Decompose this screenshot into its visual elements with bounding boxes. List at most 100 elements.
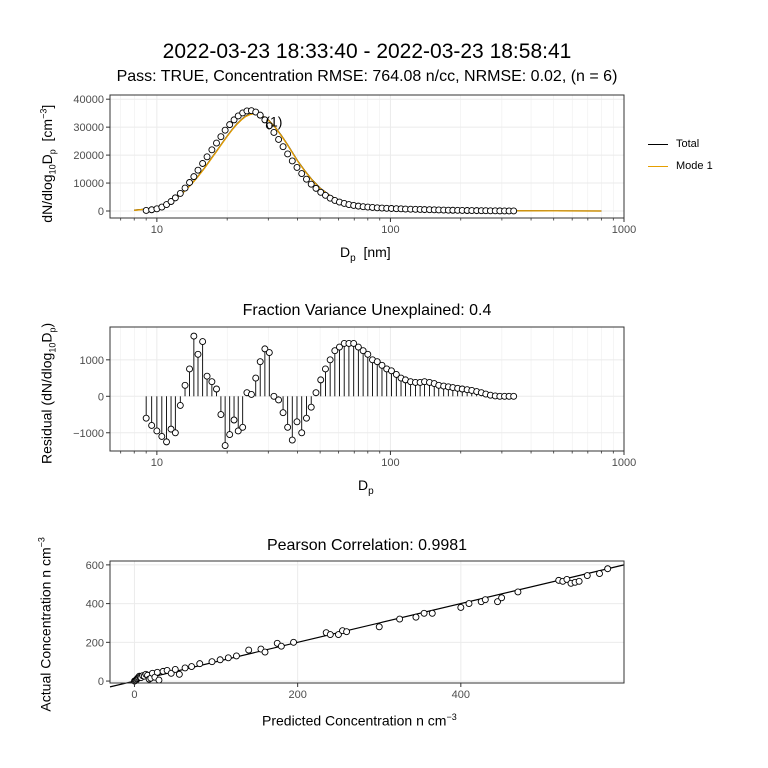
correlation-point bbox=[412, 613, 420, 621]
correlation-fit-line bbox=[109, 564, 625, 688]
measured-point bbox=[199, 160, 207, 167]
measured-point bbox=[279, 143, 287, 151]
correlation-x-tick-label: 0 bbox=[131, 689, 137, 701]
correlation-point bbox=[208, 658, 216, 666]
residual-point bbox=[387, 367, 395, 375]
residual-point bbox=[288, 436, 296, 444]
correlation-point bbox=[334, 631, 342, 639]
correlation-x-tick-label: 200 bbox=[288, 689, 306, 701]
correlation-y-tick-label: 600 bbox=[86, 560, 104, 572]
measured-point bbox=[261, 116, 269, 124]
measured-point bbox=[284, 150, 292, 158]
measured-point bbox=[230, 116, 238, 124]
correlation-panel: 0 200 400 0 200 400 600 bbox=[86, 560, 625, 701]
measured-point bbox=[194, 166, 202, 174]
residual-x-tick-label: 1000 bbox=[612, 457, 636, 469]
correlation-point bbox=[481, 596, 489, 604]
residual-point bbox=[312, 389, 320, 397]
measured-point bbox=[171, 194, 179, 202]
residual-point bbox=[378, 361, 386, 369]
measured-point bbox=[256, 111, 264, 119]
measured-point bbox=[265, 122, 273, 130]
mode-annotation: (1) bbox=[265, 114, 282, 130]
residual-point bbox=[148, 422, 156, 429]
residual-point bbox=[239, 423, 247, 431]
residual-point bbox=[279, 409, 287, 417]
correlation-point bbox=[261, 648, 269, 656]
correlation-point bbox=[245, 646, 253, 654]
residual-plot-background bbox=[110, 327, 624, 451]
residual-point bbox=[350, 339, 358, 347]
correlation-point bbox=[224, 654, 232, 662]
residual-point bbox=[247, 391, 255, 398]
correlation-point bbox=[181, 664, 189, 672]
correlation-point bbox=[494, 598, 501, 606]
correlation-point bbox=[233, 652, 240, 660]
measured-point bbox=[298, 170, 306, 178]
correlation-point bbox=[575, 577, 583, 585]
measured-point bbox=[270, 129, 278, 136]
residual-point bbox=[354, 343, 362, 351]
correlation-point bbox=[596, 570, 603, 578]
measured-point bbox=[293, 163, 301, 171]
residual-point bbox=[284, 423, 292, 431]
correlation-y-tick-label: 400 bbox=[86, 599, 104, 611]
correlation-point bbox=[171, 665, 179, 673]
correlation-point bbox=[290, 638, 298, 646]
size-dist-plot-background bbox=[110, 95, 624, 218]
correlation-point bbox=[428, 609, 436, 617]
size-dist-plot-border bbox=[109, 94, 625, 219]
measured-point bbox=[510, 207, 518, 215]
chart-subtitle: Pass: TRUE, Concentration RMSE: 764.08 n… bbox=[116, 68, 618, 85]
residual-point bbox=[167, 425, 175, 433]
residual-point bbox=[326, 356, 334, 364]
measured-point bbox=[208, 146, 216, 154]
residual-plot-border bbox=[109, 326, 625, 452]
correlation-y-tick-label: 200 bbox=[86, 637, 104, 649]
residual-point bbox=[226, 431, 234, 439]
residual-point bbox=[265, 349, 273, 356]
correlation-point bbox=[498, 594, 506, 602]
residual-point bbox=[142, 414, 150, 422]
measured-point bbox=[317, 188, 325, 196]
correlation-point bbox=[175, 670, 183, 678]
measured-point bbox=[176, 189, 184, 197]
residual-point bbox=[217, 411, 225, 418]
correlation-point bbox=[196, 660, 204, 668]
size-dist-y-tick-label: 30000 bbox=[73, 122, 104, 134]
residual-point bbox=[208, 378, 216, 386]
correlation-point bbox=[514, 588, 522, 596]
legend-label-total: Total bbox=[676, 138, 700, 150]
measured-point bbox=[217, 133, 225, 141]
correlation-point bbox=[563, 575, 571, 583]
measured-point bbox=[142, 207, 150, 214]
residual-point bbox=[203, 372, 211, 380]
residual-point bbox=[392, 370, 400, 378]
residual-point bbox=[234, 427, 242, 435]
residual-point bbox=[303, 414, 310, 422]
correlation-point bbox=[420, 609, 428, 617]
residual-point bbox=[256, 358, 264, 366]
correlation-point bbox=[153, 668, 161, 676]
correlation-point bbox=[155, 676, 163, 684]
legend-label-mode1: Mode 1 bbox=[676, 160, 713, 172]
correlation-point bbox=[188, 663, 196, 670]
residual-point bbox=[331, 347, 339, 355]
legend-swatch-mode1 bbox=[648, 166, 668, 167]
residual-point bbox=[510, 392, 518, 400]
residual-point bbox=[270, 392, 278, 400]
correlation-plot-border bbox=[109, 560, 625, 684]
legend-swatch-total bbox=[648, 144, 668, 145]
residual-point bbox=[322, 365, 329, 373]
residual-point bbox=[190, 332, 198, 340]
residual-point bbox=[317, 376, 325, 384]
measured-point bbox=[303, 175, 310, 183]
residual-point bbox=[176, 401, 184, 409]
size-dist-y-tick-label: 20000 bbox=[73, 150, 104, 162]
residual-panel: 10 100 1000 −1000 0 1000 bbox=[73, 326, 636, 469]
residual-point bbox=[261, 345, 269, 353]
residual-point bbox=[373, 358, 381, 366]
residual-y-tick-label: 1000 bbox=[80, 355, 104, 367]
